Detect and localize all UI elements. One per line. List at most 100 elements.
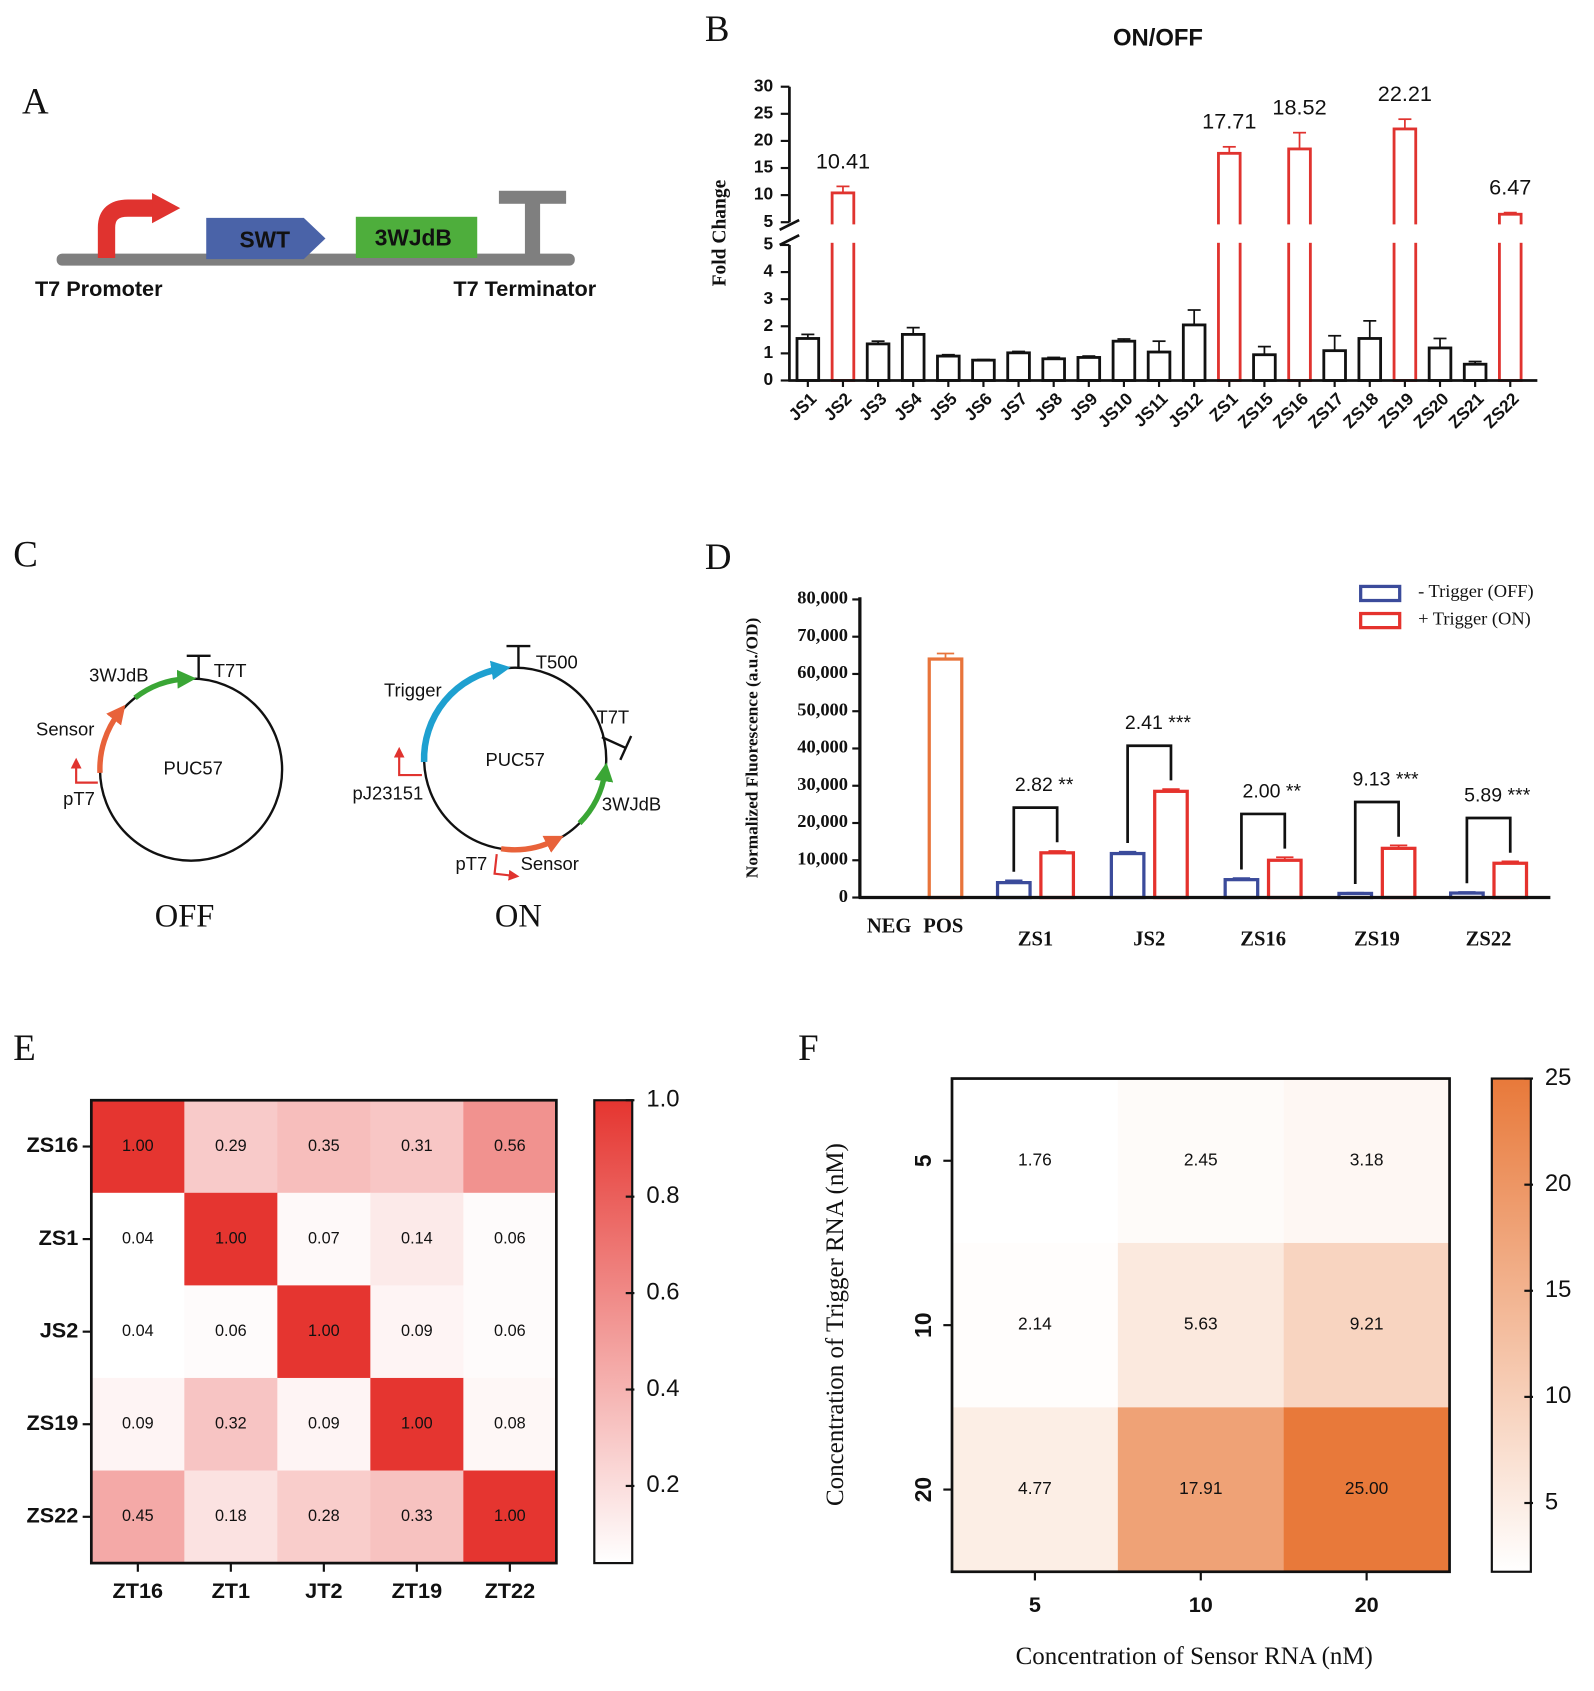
annotation: 9.13 *** — [1353, 768, 1420, 790]
feature-label: pJ23151 — [353, 782, 424, 803]
y-tick-label: 30,000 — [797, 774, 848, 794]
bar — [900, 332, 926, 382]
y-tick-label: 40,000 — [797, 737, 848, 757]
x-tick-label: ZT1 — [212, 1578, 251, 1603]
panel-letter: F — [798, 1027, 818, 1068]
feature-label: pT7 — [456, 853, 488, 874]
bar — [1223, 878, 1260, 900]
bar — [795, 337, 821, 382]
heatmap-cell — [1117, 1242, 1285, 1408]
cell-label: 0.07 — [308, 1229, 340, 1247]
bar — [1153, 789, 1189, 900]
x-tick-label: JS8 — [1030, 388, 1066, 424]
colorbar — [1490, 1077, 1532, 1573]
heatmap-cell — [184, 1285, 278, 1379]
y-tick-label: 25 — [754, 102, 774, 122]
promoter-arrow — [97, 199, 155, 258]
legend-label: - Trigger (OFF) — [1418, 581, 1534, 602]
axis-break — [779, 218, 800, 247]
heatmap-cell — [463, 1100, 557, 1194]
y-tick-label: 3 — [764, 288, 774, 308]
heatmap-cell — [463, 1470, 557, 1564]
bar — [936, 354, 961, 382]
x-tick-label: ZS19 — [1374, 389, 1417, 432]
x-tick-label: ZS21 — [1444, 388, 1488, 432]
colorbar-tick-label: 20 — [1545, 1170, 1572, 1197]
y-tick-label: ZS22 — [27, 1503, 79, 1528]
bar — [1492, 861, 1529, 900]
value-label: 22.21 — [1378, 81, 1432, 106]
heatmap-cell — [184, 1470, 278, 1564]
bar — [1287, 147, 1312, 382]
colorbar-tick-label: 5 — [1545, 1488, 1558, 1515]
value-label: 18.52 — [1272, 95, 1326, 120]
x-tick-label: ZT16 — [113, 1578, 164, 1603]
terminator-bar — [498, 190, 567, 204]
y-tick-label: 20 — [910, 1477, 936, 1502]
promoter-symbol — [393, 746, 422, 777]
panel-heatmap: E 1.00 0.29 0.35 0.31 0.56 0.04 1.00 0.07 0.14 0.0… — [13, 1027, 679, 1603]
backbone-label: PUC57 — [485, 749, 544, 770]
y-tick-label: 10,000 — [797, 849, 848, 869]
value-label: 10.41 — [816, 148, 870, 173]
heatmap-cell — [91, 1285, 185, 1379]
legend-swatch — [1359, 611, 1402, 630]
y-tick-label: 20 — [754, 129, 773, 149]
cell-label: 0.08 — [494, 1415, 526, 1433]
x-tick-label: JS12 — [1164, 389, 1207, 432]
feature-label: T7T — [214, 660, 247, 681]
heatmap-cell — [1117, 1078, 1285, 1244]
heatmap-cell — [370, 1377, 464, 1472]
y-tick-label: 0 — [839, 886, 848, 906]
y-tick-label: ZS16 — [27, 1132, 79, 1157]
cell-label: 0.04 — [122, 1322, 154, 1340]
significance-bracket — [1012, 806, 1059, 872]
heatmap-cell — [91, 1192, 185, 1286]
bar — [927, 657, 964, 900]
feature-label: pT7 — [63, 788, 95, 809]
y-tick-label: 70,000 — [797, 625, 848, 645]
heatmap-cell — [463, 1192, 557, 1286]
x-tick-label: 20 — [1355, 1592, 1379, 1617]
cell-label: 0.28 — [308, 1507, 340, 1525]
part-label: 3WJdB — [375, 225, 452, 251]
annotation: 2.00 ** — [1242, 780, 1301, 802]
cell-label: 1.00 — [215, 1229, 247, 1247]
cell-label: 0.31 — [401, 1137, 433, 1155]
heatmap-cell — [370, 1100, 464, 1194]
cell-label: 0.35 — [308, 1137, 340, 1155]
chart-title: ON/OFF — [1113, 24, 1203, 51]
feature-arc — [133, 669, 197, 701]
bar — [1146, 350, 1172, 382]
terminator-symbol — [601, 735, 633, 761]
annotation: 2.82 ** — [1015, 774, 1074, 796]
x-tick-label: JS2 — [1133, 929, 1165, 951]
y-tick-label: ZS19 — [27, 1410, 79, 1435]
value-label: 6.47 — [1489, 174, 1531, 199]
y-tick-label: 30 — [754, 75, 773, 95]
y-tick-label: 10 — [910, 1313, 936, 1338]
part-label: SWT — [239, 227, 290, 253]
y-tick-label: 1 — [764, 342, 774, 362]
x-tick-label: JS10 — [1094, 389, 1137, 432]
feature-label: T500 — [536, 651, 578, 672]
y-tick-label: 0 — [764, 369, 774, 389]
x-tick-label: JS11 — [1130, 388, 1172, 430]
bar — [1266, 858, 1303, 900]
heatmap-cell — [184, 1100, 278, 1194]
x-tick-label: ZS19 — [1354, 929, 1400, 951]
bar — [1041, 357, 1066, 382]
x-tick-label: 10 — [1189, 1592, 1213, 1617]
y-tick-label: ZS1 — [39, 1225, 79, 1250]
cell-label: 2.45 — [1184, 1149, 1218, 1169]
cell-label: 4.77 — [1018, 1478, 1052, 1498]
feature-label: Sensor — [521, 853, 579, 874]
x-tick-label: ZS20 — [1409, 389, 1452, 432]
feature-arc — [500, 835, 564, 853]
legend-swatch — [1359, 584, 1402, 603]
promoter-label: T7 Promoter — [35, 276, 163, 301]
bar — [1427, 346, 1453, 382]
y-tick-label: 50,000 — [797, 699, 848, 719]
